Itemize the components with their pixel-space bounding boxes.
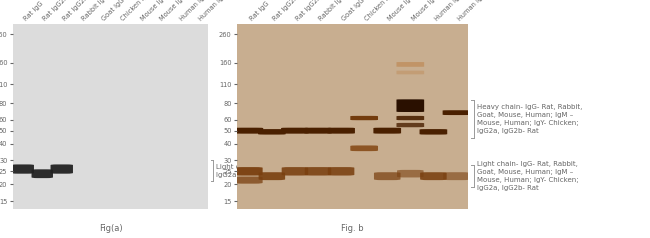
FancyBboxPatch shape	[396, 116, 424, 120]
FancyBboxPatch shape	[419, 129, 447, 135]
FancyBboxPatch shape	[12, 164, 34, 174]
FancyBboxPatch shape	[327, 128, 355, 134]
FancyBboxPatch shape	[235, 177, 263, 184]
FancyBboxPatch shape	[443, 110, 471, 115]
FancyBboxPatch shape	[328, 167, 354, 176]
FancyBboxPatch shape	[396, 99, 424, 112]
FancyBboxPatch shape	[350, 116, 378, 120]
FancyBboxPatch shape	[258, 129, 286, 135]
FancyBboxPatch shape	[304, 128, 332, 134]
Text: Fig. b: Fig. b	[341, 224, 364, 233]
FancyBboxPatch shape	[281, 128, 309, 134]
FancyBboxPatch shape	[259, 172, 285, 180]
FancyBboxPatch shape	[420, 172, 447, 180]
FancyBboxPatch shape	[281, 167, 308, 176]
FancyBboxPatch shape	[397, 170, 424, 178]
FancyBboxPatch shape	[374, 172, 400, 180]
FancyBboxPatch shape	[396, 71, 424, 74]
FancyBboxPatch shape	[51, 164, 73, 174]
FancyBboxPatch shape	[235, 167, 263, 176]
FancyBboxPatch shape	[396, 123, 424, 127]
FancyBboxPatch shape	[305, 167, 332, 176]
FancyBboxPatch shape	[443, 172, 470, 180]
Text: Heavy chain- IgG- Rat, Rabbit,
Goat, Mouse, Human; IgM –
Mouse, Human; IgY- Chic: Heavy chain- IgG- Rat, Rabbit, Goat, Mou…	[477, 104, 582, 134]
FancyBboxPatch shape	[235, 128, 263, 134]
Text: Light chain- IgG- Rat
IgG2a, IgG2b: Light chain- IgG- Rat IgG2a, IgG2b	[216, 164, 287, 178]
FancyBboxPatch shape	[396, 62, 424, 67]
FancyBboxPatch shape	[373, 128, 401, 134]
FancyBboxPatch shape	[350, 145, 378, 151]
Text: Light chain- IgG- Rat, Rabbit,
Goat, Mouse, Human; IgM –
Mouse, Human; IgY- Chic: Light chain- IgG- Rat, Rabbit, Goat, Mou…	[477, 161, 579, 191]
FancyBboxPatch shape	[31, 169, 53, 178]
Text: Fig(a): Fig(a)	[99, 224, 122, 233]
